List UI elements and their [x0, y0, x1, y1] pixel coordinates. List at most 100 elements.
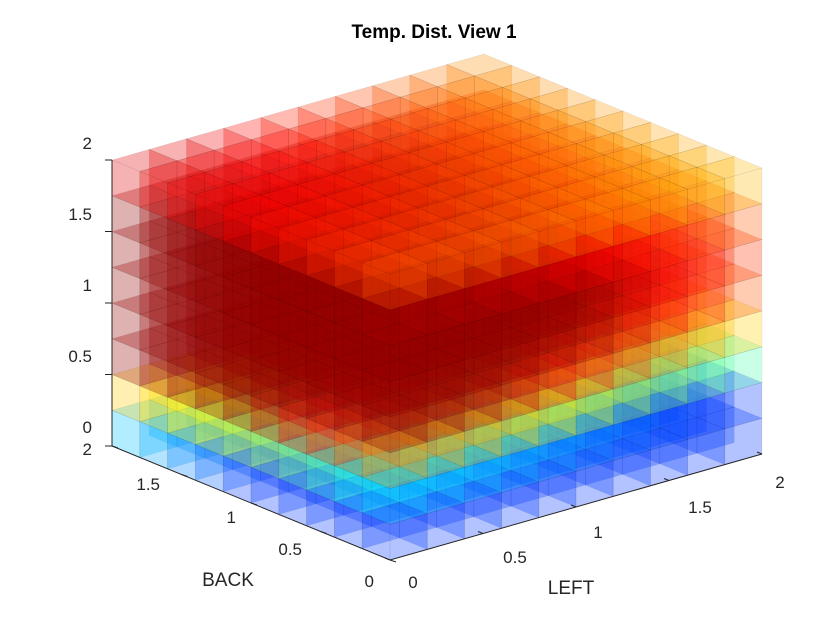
- voxel-face: [278, 406, 307, 455]
- voxel-face: [594, 355, 623, 404]
- voxel-face: [250, 456, 317, 479]
- voxel-face: [510, 280, 577, 304]
- voxel-face: [259, 356, 327, 380]
- voxel-face: [371, 408, 410, 456]
- voxel-face: [472, 398, 540, 422]
- voxel-face: [325, 435, 363, 483]
- voxel-face: [408, 284, 447, 332]
- voxel-face: [213, 389, 281, 413]
- voxel-face: [241, 150, 280, 198]
- voxel-face: [482, 387, 512, 436]
- voxel-face: [566, 200, 596, 249]
- voxel-face: [510, 310, 578, 334]
- voxel-face: [342, 325, 410, 349]
- voxel-face: [585, 295, 623, 343]
- voxel-face: [603, 261, 633, 310]
- voxel-face: [585, 192, 614, 241]
- voxel-face: [398, 312, 466, 336]
- back-tick-label: 1: [227, 508, 236, 527]
- voxel-face: [399, 352, 428, 401]
- voxel-face: [455, 369, 484, 418]
- voxel-face: [381, 390, 410, 440]
- voxel-face: [343, 283, 382, 331]
- voxel-face: [576, 204, 614, 252]
- voxel-face: [613, 372, 652, 420]
- voxel-face: [585, 234, 614, 283]
- voxel-face: [306, 258, 373, 282]
- voxel-face: [585, 182, 624, 230]
- voxel-face: [658, 166, 726, 190]
- voxel-face: [297, 96, 364, 119]
- voxel-face: [389, 179, 457, 203]
- voxel-face: [668, 298, 698, 347]
- voxel-face: [167, 207, 206, 255]
- voxel-face: [288, 153, 327, 201]
- voxel-face: [547, 423, 577, 472]
- voxel-face: [287, 338, 355, 362]
- voxel-face: [334, 198, 373, 246]
- voxel-face: [519, 324, 587, 348]
- voxel-face: [352, 375, 391, 423]
- voxel-face: [166, 243, 234, 267]
- voxel-face: [566, 272, 596, 321]
- voxel-face: [277, 431, 345, 455]
- voxel-face: [297, 203, 364, 226]
- voxel-face: [371, 383, 400, 432]
- voxel-face: [195, 254, 233, 302]
- voxel-face: [658, 417, 726, 440]
- voxel-face: [529, 312, 559, 361]
- voxel-face: [613, 239, 642, 288]
- voxel-face: [659, 345, 698, 393]
- voxel-face: [668, 252, 707, 300]
- voxel-face: [446, 356, 475, 405]
- voxel-face: [520, 258, 558, 306]
- voxel-face: [464, 282, 493, 331]
- voxel-face: [668, 216, 707, 264]
- voxel-face: [474, 136, 513, 184]
- voxel-face: [250, 128, 318, 152]
- voxel-face: [194, 218, 262, 242]
- voxel-face: [343, 283, 411, 307]
- voxel-face: [548, 238, 577, 288]
- voxel-face: [455, 329, 493, 377]
- voxel-face: [593, 166, 661, 189]
- voxel-face: [464, 122, 503, 170]
- voxel-face: [195, 300, 224, 350]
- voxel-face: [297, 291, 326, 340]
- voxel-face: [362, 363, 391, 412]
- voxel-face: [398, 163, 466, 187]
- voxel-face: [418, 369, 457, 417]
- voxel-face: [343, 140, 411, 164]
- voxel-face: [389, 108, 457, 131]
- voxel-face: [389, 400, 457, 423]
- voxel-face: [315, 242, 382, 266]
- voxel-face: [622, 356, 661, 404]
- voxel-face: [548, 228, 587, 276]
- voxel-face: [436, 296, 475, 344]
- voxel-face: [333, 383, 401, 406]
- voxel-face: [306, 275, 335, 324]
- voxel-face: [436, 480, 475, 528]
- voxel-face: [492, 251, 522, 300]
- voxel-face: [464, 343, 503, 391]
- voxel-face: [362, 424, 401, 472]
- voxel-face: [538, 143, 606, 166]
- voxel-face: [352, 267, 420, 291]
- voxel-face: [352, 385, 382, 434]
- voxel-face: [390, 333, 419, 382]
- voxel-face: [492, 222, 521, 271]
- voxel-face: [306, 233, 336, 282]
- voxel-face: [668, 180, 707, 228]
- voxel-face: [426, 395, 465, 443]
- voxel-face: [575, 245, 614, 293]
- voxel-face: [343, 407, 372, 456]
- voxel-face: [352, 303, 420, 327]
- voxel-face: [408, 408, 437, 457]
- voxel-face: [529, 159, 597, 183]
- voxel-face: [474, 243, 513, 291]
- voxel-face: [417, 304, 485, 328]
- voxel-face: [148, 138, 216, 162]
- voxel-face: [474, 111, 503, 160]
- voxel-face: [389, 477, 428, 525]
